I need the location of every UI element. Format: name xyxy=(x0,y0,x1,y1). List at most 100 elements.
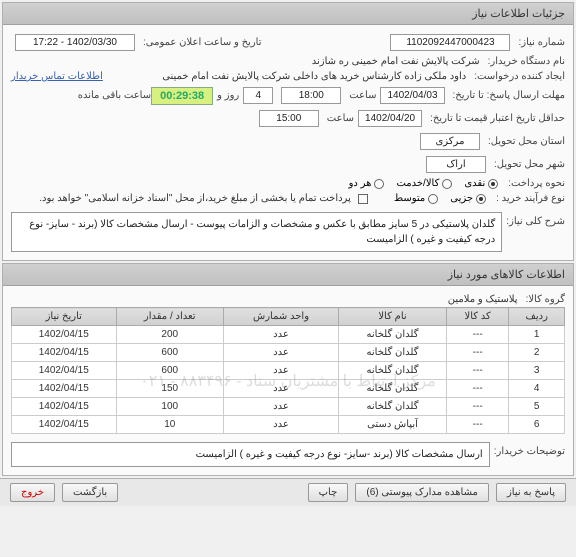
table-cell: --- xyxy=(446,398,508,416)
table-cell: عدد xyxy=(223,344,338,362)
table-row[interactable]: 1---گلدان گلخانهعدد2001402/04/15 xyxy=(12,326,565,344)
back-button[interactable]: بازگشت xyxy=(62,483,118,502)
table-cell: گلدان گلخانه xyxy=(339,398,447,416)
need-no-value: 1102092447000423 xyxy=(390,34,510,51)
table-row[interactable]: 5---گلدان گلخانهعدد1001402/04/15 xyxy=(12,398,565,416)
deadline-label: مهلت ارسال پاسخ: تا تاریخ: xyxy=(453,90,565,101)
table-cell: --- xyxy=(446,344,508,362)
need-summary-label: شرح کلی نیاز: xyxy=(506,212,565,227)
group-label: گروه کالا: xyxy=(526,294,565,305)
radio-icon xyxy=(488,179,498,189)
table-cell: گلدان گلخانه xyxy=(339,380,447,398)
proc-partial-radio[interactable]: جزیی xyxy=(450,193,486,204)
pay-goods-radio[interactable]: کالا/خدمت xyxy=(396,178,452,189)
table-header: تعداد / مقدار xyxy=(116,308,223,326)
city-label: شهر محل تحویل: xyxy=(494,159,565,170)
table-cell: 1402/04/15 xyxy=(12,416,117,434)
table-cell: 2 xyxy=(509,344,565,362)
table-header: نام کالا xyxy=(339,308,447,326)
table-row[interactable]: 6---آبپاش دستیعدد101402/04/15 xyxy=(12,416,565,434)
table-header: تاریخ نیاز xyxy=(12,308,117,326)
buyer-org-value: شرکت پالایش نفت امام خمینی ره شازند xyxy=(312,56,480,67)
time-label-2: ساعت xyxy=(327,113,354,124)
proc-partial-label: جزیی xyxy=(450,193,473,204)
table-cell: 600 xyxy=(116,344,223,362)
table-cell: 1402/04/15 xyxy=(12,344,117,362)
panel-header-details: جزئیات اطلاعات نیاز xyxy=(3,3,573,25)
table-cell: گلدان گلخانه xyxy=(339,362,447,380)
radio-icon xyxy=(442,179,452,189)
pay-both-radio[interactable]: هر دو xyxy=(349,178,385,189)
panel-header-goods: اطلاعات کالاهای مورد نیاز xyxy=(3,264,573,286)
settle-checkbox[interactable] xyxy=(358,194,368,204)
days-value: 4 xyxy=(243,87,273,104)
table-row[interactable]: 3---گلدان گلخانهعدد6001402/04/15 xyxy=(12,362,565,380)
time-label-1: ساعت xyxy=(349,90,376,101)
table-cell: 1402/04/15 xyxy=(12,362,117,380)
table-header: واحد شمارش xyxy=(223,308,338,326)
table-cell: آبپاش دستی xyxy=(339,416,447,434)
print-button[interactable]: چاپ xyxy=(308,483,349,502)
province-value: مرکزی xyxy=(420,133,480,150)
buyer-note-label: توضیحات خریدار: xyxy=(494,442,565,457)
table-cell: گلدان گلخانه xyxy=(339,344,447,362)
requester-label: ایجاد کننده درخواست: xyxy=(474,71,565,82)
timer-value: 00:29:38 xyxy=(151,87,213,105)
exit-button[interactable]: خروج xyxy=(10,483,55,502)
table-cell: --- xyxy=(446,326,508,344)
pay-cash-label: نقدی xyxy=(464,178,485,189)
need-no-label: شماره نیاز: xyxy=(518,37,565,48)
credit-time: 15:00 xyxy=(259,110,319,127)
pay-method-label: نحوه پرداخت: xyxy=(508,178,565,189)
settle-note: پرداخت تمام یا بخشی از مبلغ خرید،از محل … xyxy=(39,193,351,204)
table-cell: 6 xyxy=(509,416,565,434)
pay-both-label: هر دو xyxy=(349,178,372,189)
attachments-button[interactable]: مشاهده مدارک پیوستی (6) xyxy=(355,483,489,502)
radio-icon xyxy=(428,194,438,204)
province-label: استان محل تحویل: xyxy=(488,136,565,147)
pay-cash-radio[interactable]: نقدی xyxy=(464,178,498,189)
table-row[interactable]: 2---گلدان گلخانهعدد6001402/04/15 xyxy=(12,344,565,362)
table-cell: 1 xyxy=(509,326,565,344)
announce-value: 1402/03/30 - 17:22 xyxy=(15,34,135,51)
radio-icon xyxy=(476,194,486,204)
announce-label: تاریخ و ساعت اعلان عمومی: xyxy=(143,37,262,48)
table-cell: 1402/04/15 xyxy=(12,398,117,416)
panel-goods: اطلاعات کالاهای مورد نیاز گروه کالا: پلا… xyxy=(2,263,574,476)
credit-date: 1402/04/20 xyxy=(358,110,422,127)
process-label: نوع فرآیند خرید : xyxy=(496,193,565,204)
buyer-note-value: ارسال مشخصات کالا (برند -سایز- نوع درجه … xyxy=(11,442,490,467)
table-cell: 100 xyxy=(116,398,223,416)
table-cell: 10 xyxy=(116,416,223,434)
need-summary-value: گلدان پلاستیکی در 5 سایز مطابق با عکس و … xyxy=(11,212,502,252)
contact-link[interactable]: اطلاعات تماس خریدار xyxy=(11,71,103,82)
table-cell: 150 xyxy=(116,380,223,398)
table-cell: عدد xyxy=(223,326,338,344)
panel-need-details: جزئیات اطلاعات نیاز شماره نیاز: 11020924… xyxy=(2,2,574,261)
days-label: روز و xyxy=(217,90,239,101)
city-value: اراک xyxy=(426,156,486,173)
timer-label: ساعت باقی مانده xyxy=(78,90,151,101)
group-value: پلاستیک و ملامین xyxy=(448,294,518,305)
table-cell: 600 xyxy=(116,362,223,380)
requester-value: داود ملکی زاده کارشناس خرید های داخلی شر… xyxy=(162,71,466,82)
proc-middle-radio[interactable]: متوسط xyxy=(394,193,438,204)
buyer-org-label: نام دستگاه خریدار: xyxy=(488,56,565,67)
table-cell: 4 xyxy=(509,380,565,398)
proc-middle-label: متوسط xyxy=(394,193,425,204)
credit-label: حداقل تاریخ اعتبار قیمت تا تاریخ: xyxy=(430,113,565,124)
radio-icon xyxy=(374,179,384,189)
table-cell: 3 xyxy=(509,362,565,380)
reply-button[interactable]: پاسخ به نیاز xyxy=(496,483,566,502)
table-row[interactable]: 4---گلدان گلخانهعدد1501402/04/15 xyxy=(12,380,565,398)
goods-table: ردیفکد کالانام کالاواحد شمارشتعداد / مقد… xyxy=(11,307,565,434)
deadline-date: 1402/04/03 xyxy=(380,87,444,104)
table-cell: 200 xyxy=(116,326,223,344)
deadline-time: 18:00 xyxy=(281,87,341,104)
table-cell: عدد xyxy=(223,380,338,398)
table-header: ردیف xyxy=(509,308,565,326)
table-cell: 1402/04/15 xyxy=(12,380,117,398)
table-header: کد کالا xyxy=(446,308,508,326)
pay-goods-label: کالا/خدمت xyxy=(396,178,439,189)
table-cell: --- xyxy=(446,380,508,398)
